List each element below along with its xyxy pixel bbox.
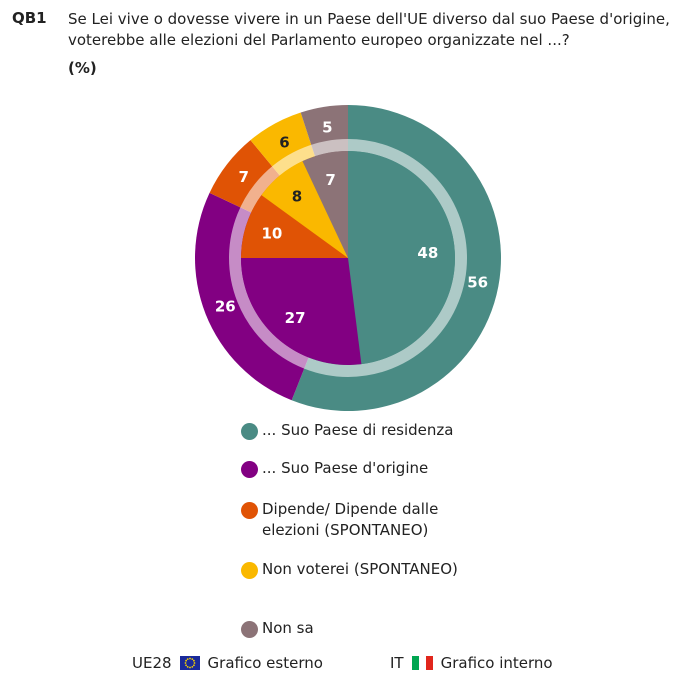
- inner-chart-key: IT Grafico interno: [390, 654, 553, 672]
- data-label: 27: [285, 309, 306, 327]
- question-code: QB1: [12, 9, 47, 27]
- eu-flag-icon: [179, 656, 200, 670]
- data-label: 6: [279, 133, 289, 151]
- legend-label: ... Suo Paese d'origine: [262, 459, 429, 477]
- italy-flag-icon: [411, 656, 433, 670]
- legend-swatch: [241, 562, 258, 579]
- data-label: 48: [417, 244, 438, 262]
- legend-swatch: [241, 502, 258, 519]
- outer-region-label: UE28: [132, 654, 172, 672]
- inner-region-label: IT: [390, 654, 404, 672]
- data-label: 56: [467, 274, 488, 292]
- inner-pie-halo: [229, 139, 467, 377]
- legend-swatch: [241, 461, 258, 478]
- inner-chart-label: Grafico interno: [440, 654, 553, 672]
- pie-slice: [241, 195, 348, 258]
- data-label: 7: [325, 171, 335, 189]
- legend-label: Dipende/ Dipende dalle elezioni (SPONTAN…: [262, 500, 439, 539]
- legend-item: ... Suo Paese d'origine: [241, 458, 482, 479]
- data-label: 5: [322, 119, 332, 137]
- data-label: 7: [238, 168, 248, 186]
- question-text: Se Lei vive o dovesse vivere in un Paese…: [68, 10, 670, 49]
- inner-pie: [241, 151, 456, 365]
- pie-slice: [302, 151, 348, 258]
- data-label: 8: [292, 187, 302, 205]
- footer-legend: UE28 Grafico esterno IT Grafico interno: [0, 652, 695, 676]
- legend-item: Dipende/ Dipende dalle elezioni (SPONTAN…: [241, 499, 482, 541]
- pie-slice: [241, 258, 362, 365]
- pie-slice: [348, 151, 456, 365]
- unit-label: (%): [68, 59, 97, 77]
- data-label: 26: [215, 298, 236, 316]
- data-label: 10: [261, 224, 282, 242]
- value-labels: 56 26 7 6 5 48 27 10 8 7: [215, 119, 488, 327]
- legend-item: Non sa: [241, 618, 482, 639]
- donut-chart: 56 26 7 6 5 48 27 10 8 7: [195, 105, 502, 411]
- outer-chart-label: Grafico esterno: [207, 654, 323, 672]
- outer-chart-key: UE28 Grafico esterno: [132, 654, 323, 672]
- legend-label: Non voterei (SPONTANEO): [262, 560, 458, 578]
- pie-slice: [261, 161, 348, 258]
- legend-swatch: [241, 621, 258, 638]
- legend-item: Non voterei (SPONTANEO): [241, 559, 482, 580]
- legend-label: Non sa: [262, 619, 314, 637]
- legend-swatch: [241, 423, 258, 440]
- legend-item: ... Suo Paese di residenza: [241, 420, 482, 441]
- legend-label: ... Suo Paese di residenza: [262, 421, 454, 439]
